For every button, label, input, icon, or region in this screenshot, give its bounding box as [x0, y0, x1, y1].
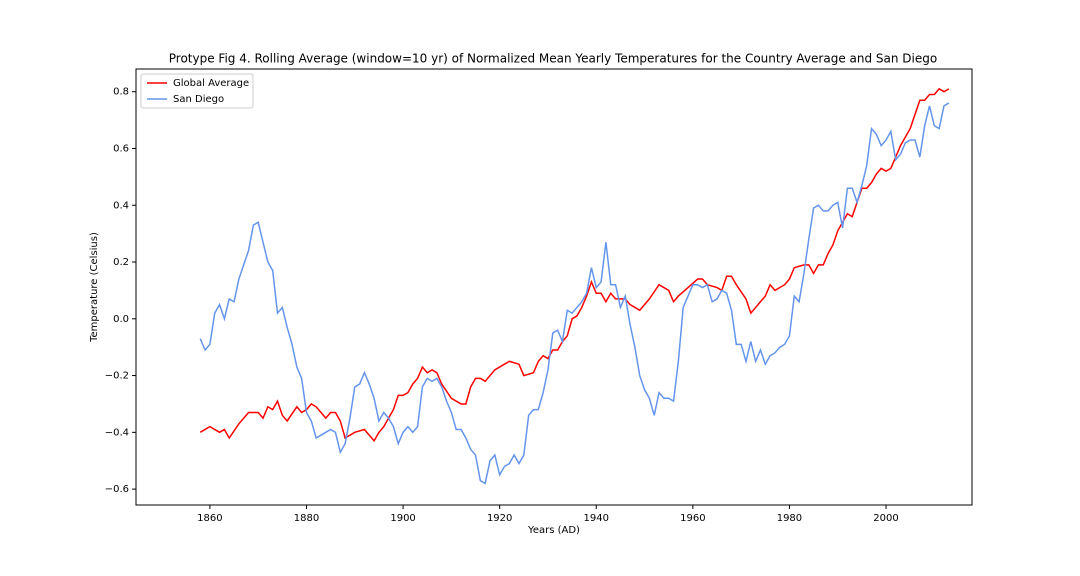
- legend-label: San Diego: [173, 94, 224, 105]
- x-tick-label: 1920: [487, 513, 512, 524]
- x-tick-label: 2000: [873, 513, 898, 524]
- y-tick-label: −0.4: [105, 427, 129, 438]
- y-axis-label: Temperature (Celsius): [89, 232, 100, 343]
- line-series: [199, 102, 950, 485]
- x-tick-label: 1980: [777, 513, 802, 524]
- x-tick-label: 1940: [584, 513, 609, 524]
- x-axis-label: Years (AD): [527, 525, 580, 536]
- legend-box: [140, 73, 254, 109]
- x-tick-label: 1900: [390, 513, 415, 524]
- y-tick-label: 0.4: [113, 200, 129, 211]
- x-tick-label: 1960: [680, 513, 705, 524]
- y-tick-label: 0.2: [113, 257, 129, 268]
- y-tick-label: −0.6: [105, 484, 129, 495]
- y-tick-label: −0.2: [105, 371, 129, 382]
- chart-title: Protype Fig 4. Rolling Average (window=1…: [169, 52, 937, 66]
- legend-label: Global Average: [173, 78, 249, 89]
- plot-frame: [135, 68, 973, 506]
- x-tick-label: 1880: [294, 513, 319, 524]
- y-tick-label: 0.6: [113, 143, 129, 154]
- y-tick-label: 0.8: [113, 87, 129, 98]
- y-tick-label: 0.0: [113, 314, 129, 325]
- x-tick-label: 1860: [197, 513, 222, 524]
